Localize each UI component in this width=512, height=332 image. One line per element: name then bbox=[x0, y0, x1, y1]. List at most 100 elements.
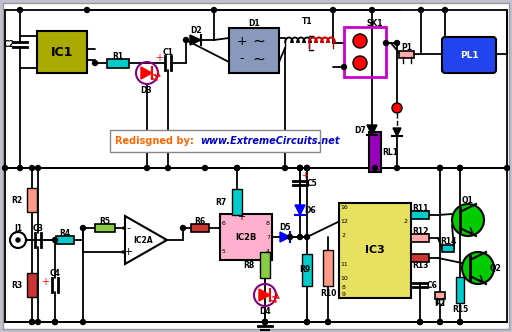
Bar bbox=[442, 244, 454, 252]
Bar bbox=[339, 203, 411, 297]
Circle shape bbox=[462, 252, 494, 284]
Text: D3: D3 bbox=[140, 86, 152, 95]
Text: P2: P2 bbox=[435, 298, 445, 307]
Text: SK1: SK1 bbox=[367, 19, 383, 28]
Text: IC2B: IC2B bbox=[236, 232, 257, 241]
Polygon shape bbox=[295, 205, 305, 215]
Bar bbox=[344, 27, 386, 77]
Bar bbox=[27, 273, 37, 297]
Circle shape bbox=[458, 165, 462, 171]
Polygon shape bbox=[393, 128, 401, 136]
Circle shape bbox=[437, 319, 442, 324]
Circle shape bbox=[53, 237, 57, 242]
Circle shape bbox=[35, 165, 40, 171]
Circle shape bbox=[353, 34, 367, 48]
Text: +: + bbox=[302, 171, 308, 180]
Circle shape bbox=[263, 319, 267, 324]
Bar bbox=[435, 291, 445, 298]
Circle shape bbox=[144, 165, 150, 171]
Bar bbox=[411, 211, 429, 219]
Circle shape bbox=[326, 319, 331, 324]
Text: PL1: PL1 bbox=[460, 50, 478, 59]
Text: 3: 3 bbox=[121, 250, 125, 255]
Text: R2: R2 bbox=[11, 196, 22, 205]
Text: R4: R4 bbox=[59, 228, 71, 237]
Text: 8: 8 bbox=[266, 220, 270, 225]
Polygon shape bbox=[259, 289, 270, 301]
Text: R8: R8 bbox=[244, 261, 255, 270]
Circle shape bbox=[452, 204, 484, 236]
Circle shape bbox=[297, 234, 303, 239]
Circle shape bbox=[17, 165, 23, 171]
Circle shape bbox=[30, 319, 34, 324]
Text: 11: 11 bbox=[340, 262, 348, 267]
Circle shape bbox=[395, 41, 399, 45]
Circle shape bbox=[392, 103, 402, 113]
Text: C6: C6 bbox=[426, 281, 437, 290]
Polygon shape bbox=[367, 125, 377, 135]
Text: R10: R10 bbox=[320, 289, 336, 297]
Circle shape bbox=[288, 234, 292, 239]
Circle shape bbox=[418, 8, 423, 13]
Circle shape bbox=[437, 165, 442, 171]
Polygon shape bbox=[280, 232, 290, 242]
Text: D4: D4 bbox=[259, 306, 271, 315]
Circle shape bbox=[305, 165, 309, 171]
Bar bbox=[302, 254, 312, 286]
Text: -: - bbox=[239, 234, 243, 244]
Polygon shape bbox=[125, 216, 167, 264]
Bar bbox=[411, 234, 429, 242]
Circle shape bbox=[458, 319, 462, 324]
Text: P1: P1 bbox=[401, 42, 413, 51]
Circle shape bbox=[3, 165, 8, 171]
Text: C2: C2 bbox=[4, 40, 14, 48]
Text: R3: R3 bbox=[11, 281, 22, 290]
Text: R9: R9 bbox=[300, 266, 311, 275]
Circle shape bbox=[80, 225, 86, 230]
Text: 2: 2 bbox=[121, 225, 125, 230]
Circle shape bbox=[370, 8, 374, 13]
Text: R5: R5 bbox=[99, 216, 111, 225]
Circle shape bbox=[417, 319, 422, 324]
Text: 9: 9 bbox=[342, 292, 346, 297]
Bar bbox=[229, 28, 279, 72]
Circle shape bbox=[504, 165, 509, 171]
Text: Q2: Q2 bbox=[490, 264, 502, 273]
Text: +: + bbox=[41, 277, 49, 287]
Text: R12: R12 bbox=[412, 226, 428, 235]
Text: C5: C5 bbox=[307, 179, 317, 188]
Circle shape bbox=[326, 319, 331, 324]
Text: R15: R15 bbox=[452, 305, 468, 314]
Circle shape bbox=[234, 165, 240, 171]
Text: www.ExtremeCircuits.net: www.ExtremeCircuits.net bbox=[200, 136, 339, 146]
Text: ~: ~ bbox=[252, 51, 265, 66]
Text: J1: J1 bbox=[14, 223, 22, 232]
Text: 16: 16 bbox=[340, 205, 348, 210]
Text: 1: 1 bbox=[161, 237, 165, 242]
Circle shape bbox=[263, 319, 267, 324]
Bar bbox=[369, 132, 381, 172]
Circle shape bbox=[183, 38, 188, 42]
Circle shape bbox=[263, 319, 267, 324]
Bar bbox=[27, 188, 37, 212]
Circle shape bbox=[181, 225, 185, 230]
Circle shape bbox=[305, 319, 309, 324]
Bar bbox=[191, 224, 209, 232]
Text: D1: D1 bbox=[248, 19, 260, 28]
Text: 5: 5 bbox=[222, 248, 226, 254]
Bar bbox=[411, 254, 429, 262]
Text: 7: 7 bbox=[266, 234, 270, 239]
Text: IC1: IC1 bbox=[51, 45, 73, 58]
Circle shape bbox=[331, 8, 335, 13]
Text: T1: T1 bbox=[302, 17, 312, 26]
Circle shape bbox=[84, 8, 90, 13]
Circle shape bbox=[305, 319, 309, 324]
Text: C1: C1 bbox=[163, 47, 174, 56]
Text: 2: 2 bbox=[404, 219, 408, 224]
Text: +: + bbox=[123, 247, 133, 257]
Text: Redisgned by:: Redisgned by: bbox=[115, 136, 197, 146]
Circle shape bbox=[297, 165, 303, 171]
Circle shape bbox=[203, 165, 207, 171]
Text: Q1: Q1 bbox=[462, 196, 474, 205]
Circle shape bbox=[383, 41, 389, 45]
